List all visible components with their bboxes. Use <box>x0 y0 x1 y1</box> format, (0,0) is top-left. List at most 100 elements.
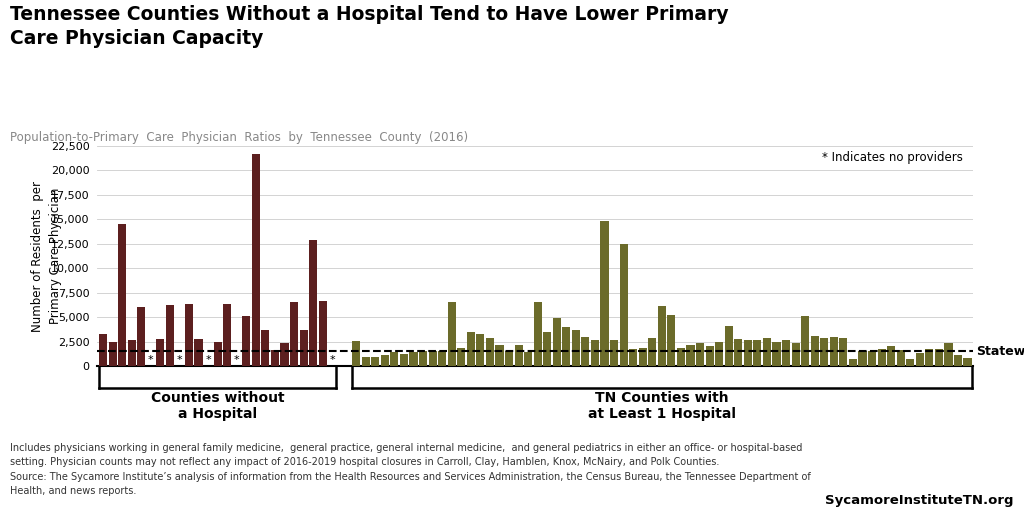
Bar <box>582 337 590 366</box>
Bar <box>271 350 279 366</box>
Bar <box>290 303 298 366</box>
Bar <box>467 332 475 366</box>
Bar <box>734 338 742 366</box>
Bar <box>534 303 542 366</box>
Text: Statewide: Statewide <box>976 345 1024 358</box>
Bar <box>811 336 819 366</box>
Bar <box>600 221 608 366</box>
Text: Health, and news reports.: Health, and news reports. <box>10 486 136 496</box>
Bar <box>629 350 637 366</box>
Bar <box>195 338 203 366</box>
Bar <box>591 339 599 366</box>
Bar <box>318 302 327 366</box>
Bar <box>620 244 628 366</box>
Bar <box>109 342 117 366</box>
Bar <box>906 359 914 366</box>
Bar <box>887 346 895 366</box>
Bar <box>562 327 570 366</box>
Bar <box>868 351 877 366</box>
Bar <box>223 305 231 366</box>
Bar <box>505 351 513 366</box>
Bar <box>438 351 446 366</box>
Bar <box>157 338 165 366</box>
Bar <box>849 359 857 366</box>
Bar <box>792 343 800 366</box>
Bar <box>944 343 952 366</box>
Bar <box>677 349 685 366</box>
Bar <box>524 352 532 366</box>
Bar <box>696 343 705 366</box>
Bar <box>214 342 222 366</box>
Bar <box>772 342 780 366</box>
Bar <box>820 338 828 366</box>
Bar <box>840 338 848 366</box>
Bar <box>657 306 666 366</box>
Text: Source: The Sycamore Institute’s analysis of information from the Health Resourc: Source: The Sycamore Institute’s analysi… <box>10 472 811 482</box>
Bar <box>915 353 924 366</box>
Bar <box>829 337 838 366</box>
Bar <box>668 315 676 366</box>
Bar <box>935 350 943 366</box>
Bar <box>128 339 136 366</box>
Text: *: * <box>233 355 240 365</box>
Bar <box>99 334 108 366</box>
Bar <box>419 351 427 366</box>
Bar <box>964 358 972 366</box>
Bar <box>485 338 494 366</box>
Bar <box>476 334 484 366</box>
Bar <box>648 338 656 366</box>
Bar <box>743 339 752 366</box>
Bar <box>610 339 618 366</box>
Text: *: * <box>176 355 182 365</box>
Bar <box>185 305 194 366</box>
Bar <box>361 357 370 366</box>
Bar <box>428 351 436 366</box>
Bar <box>381 355 389 366</box>
Bar <box>706 346 714 366</box>
Bar <box>754 339 762 366</box>
Bar <box>514 345 522 366</box>
Text: Counties without
a Hospital: Counties without a Hospital <box>151 391 285 421</box>
Bar <box>926 350 934 366</box>
Text: * Indicates no providers: * Indicates no providers <box>822 151 964 164</box>
Bar <box>457 349 465 366</box>
Bar <box>372 357 379 366</box>
Text: Tennessee Counties Without a Hospital Tend to Have Lower Primary
Care Physician : Tennessee Counties Without a Hospital Te… <box>10 5 729 48</box>
Bar <box>897 350 905 366</box>
Bar <box>399 354 408 366</box>
Text: SycamoreInstituteTN.org: SycamoreInstituteTN.org <box>825 494 1014 507</box>
Text: *: * <box>147 355 154 365</box>
Bar <box>243 316 250 366</box>
Y-axis label: Number of Residents  per
Primary Care Physician: Number of Residents per Primary Care Phy… <box>31 181 62 331</box>
Bar <box>858 351 866 366</box>
Bar <box>715 342 723 366</box>
Bar <box>801 316 809 366</box>
Bar <box>639 349 647 366</box>
Bar <box>352 340 360 366</box>
Bar <box>725 326 733 366</box>
Text: Includes physicians working in general family medicine,  general practice, gener: Includes physicians working in general f… <box>10 443 803 453</box>
Bar <box>118 224 126 366</box>
Bar <box>782 339 791 366</box>
Text: *: * <box>330 355 335 365</box>
Bar <box>390 352 398 366</box>
Bar <box>571 330 580 366</box>
Bar <box>166 306 174 366</box>
Bar <box>686 345 694 366</box>
Bar <box>309 240 317 366</box>
Bar <box>252 154 260 366</box>
Bar <box>447 303 456 366</box>
Bar <box>954 355 963 366</box>
Bar <box>878 350 886 366</box>
Text: *: * <box>205 355 211 365</box>
Text: TN Counties with
at Least 1 Hospital: TN Counties with at Least 1 Hospital <box>588 391 736 421</box>
Bar <box>281 343 289 366</box>
Bar <box>763 338 771 366</box>
Text: setting. Physician counts may not reflect any impact of 2016-2019 hospital closu: setting. Physician counts may not reflec… <box>10 457 720 467</box>
Bar <box>410 352 418 366</box>
Bar <box>137 307 145 366</box>
Bar <box>553 318 561 366</box>
Bar <box>543 332 551 366</box>
Bar <box>300 330 307 366</box>
Bar <box>496 345 504 366</box>
